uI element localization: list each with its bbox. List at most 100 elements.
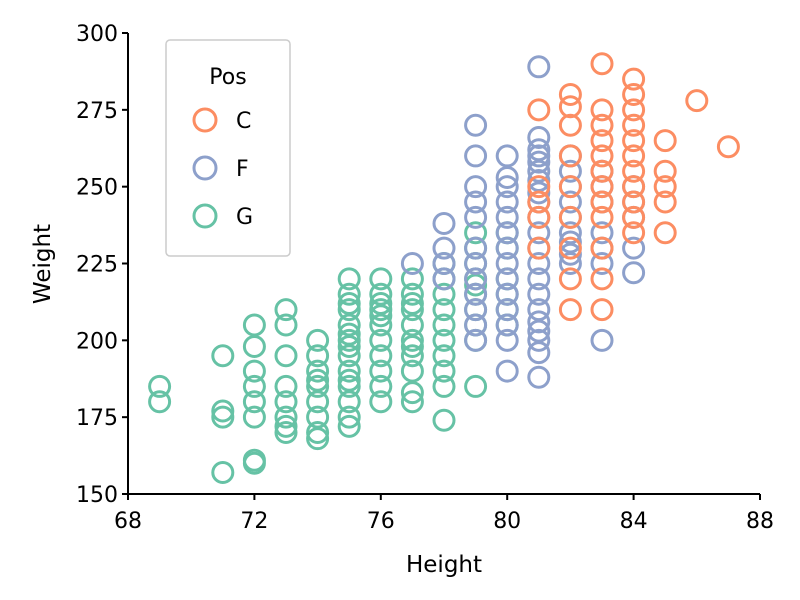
- legend-label-F: F: [236, 157, 249, 182]
- data-point-G: [337, 313, 361, 337]
- data-point-C: [527, 190, 551, 214]
- data-point-C: [590, 205, 614, 229]
- data-point-G: [211, 405, 235, 429]
- data-point-C: [558, 205, 582, 229]
- data-point-G: [274, 374, 298, 398]
- data-point-G: [306, 405, 330, 429]
- data-point-F: [495, 252, 519, 275]
- data-point-C: [590, 129, 614, 153]
- data-point-C: [590, 267, 614, 291]
- data-point-G: [337, 334, 361, 358]
- data-point-C: [622, 67, 646, 91]
- data-point-F: [527, 252, 551, 275]
- data-point-G: [400, 381, 424, 405]
- data-point-F: [527, 365, 551, 389]
- data-point-G: [211, 460, 235, 484]
- y-axis-label: Weight: [30, 224, 56, 304]
- data-point-C: [622, 129, 646, 153]
- data-point-F: [527, 328, 551, 352]
- data-point-F: [527, 221, 551, 245]
- legend-item-G: G: [192, 203, 253, 230]
- data-point-G: [337, 298, 361, 322]
- data-point-G: [242, 451, 266, 475]
- data-point-F: [432, 236, 456, 260]
- data-point-C: [622, 205, 646, 229]
- data-point-G: [337, 405, 361, 429]
- data-point-F: [558, 242, 582, 266]
- data-point-F: [495, 165, 519, 189]
- data-point-F: [527, 298, 551, 322]
- x-tick-label: 72: [240, 509, 268, 534]
- data-point-G: [306, 421, 330, 445]
- legend-box: [165, 39, 291, 257]
- data-point-C: [590, 236, 614, 260]
- data-point-G: [400, 291, 424, 315]
- data-point-C: [590, 190, 614, 214]
- data-point-F: [432, 252, 456, 275]
- data-point-G: [337, 282, 361, 306]
- data-point-G: [242, 359, 266, 383]
- data-point-C: [622, 144, 646, 168]
- data-point-G: [274, 414, 298, 438]
- data-point-C: [622, 221, 646, 245]
- x-tick-label: 68: [114, 509, 142, 534]
- data-point-F: [527, 282, 551, 306]
- data-point-C: [622, 113, 646, 137]
- data-point-F: [400, 252, 424, 275]
- data-point-G: [432, 344, 456, 368]
- data-point-G: [211, 344, 235, 368]
- data-point-G: [400, 267, 424, 291]
- data-point-G: [211, 399, 235, 423]
- data-point-G: [274, 313, 298, 337]
- data-point-G: [400, 298, 424, 322]
- y-tick-label: 175: [76, 406, 118, 431]
- data-point-G: [400, 313, 424, 337]
- data-point-F: [464, 252, 488, 275]
- data-point-F: [464, 175, 488, 199]
- data-point-C: [590, 175, 614, 199]
- data-point-G: [306, 427, 330, 451]
- legend-title: Pos: [209, 65, 246, 90]
- data-point-F: [464, 205, 488, 229]
- data-point-G: [400, 334, 424, 358]
- data-point-F: [527, 144, 551, 168]
- legend-marker-C: [192, 107, 218, 133]
- data-point-C: [653, 190, 677, 214]
- data-point-G: [464, 374, 488, 398]
- y-tick-label: 150: [76, 483, 118, 508]
- data-point-F: [527, 150, 551, 174]
- data-point-C: [558, 95, 582, 119]
- data-point-G: [369, 304, 393, 328]
- series-C: [527, 52, 740, 322]
- data-point-G: [464, 273, 488, 297]
- data-point-G: [337, 390, 361, 414]
- data-point-F: [464, 144, 488, 168]
- data-point-C: [622, 159, 646, 183]
- x-tick-label: 80: [493, 509, 521, 534]
- data-point-C: [622, 175, 646, 199]
- data-point-G: [464, 221, 488, 245]
- data-point-F: [527, 138, 551, 162]
- data-point-G: [369, 328, 393, 352]
- data-point-G: [274, 298, 298, 322]
- data-point-C: [590, 98, 614, 122]
- data-point-G: [337, 291, 361, 315]
- legend-label-C: C: [236, 109, 251, 134]
- data-point-C: [622, 82, 646, 106]
- series-F: [400, 55, 646, 389]
- data-point-C: [527, 236, 551, 260]
- data-point-F: [495, 328, 519, 352]
- data-point-F: [495, 359, 519, 383]
- data-point-G: [432, 282, 456, 306]
- data-point-G: [148, 374, 172, 398]
- data-point-F: [495, 175, 519, 199]
- data-point-G: [337, 328, 361, 352]
- data-point-G: [369, 298, 393, 322]
- y-tick-label: 275: [76, 99, 118, 124]
- data-point-C: [558, 298, 582, 322]
- data-point-F: [590, 221, 614, 245]
- data-point-G: [400, 328, 424, 352]
- data-point-F: [464, 113, 488, 137]
- data-point-G: [369, 359, 393, 383]
